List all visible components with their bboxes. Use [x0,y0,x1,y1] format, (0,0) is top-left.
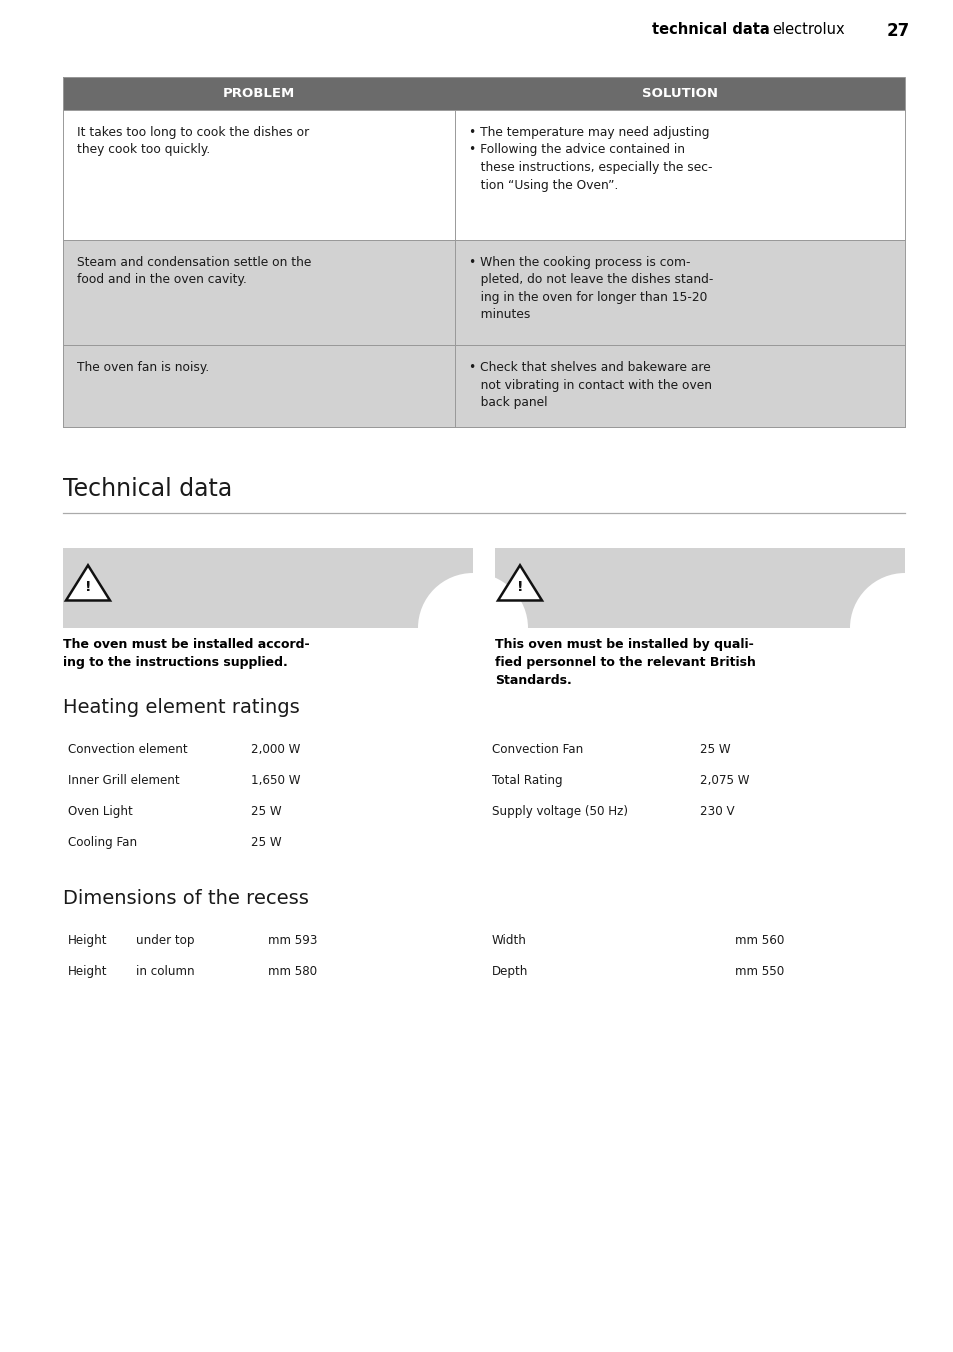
Text: 25 W: 25 W [700,744,730,756]
Text: Total Rating: Total Rating [492,773,562,787]
Bar [63,77,904,427]
Text: mm 560: mm 560 [734,934,783,946]
Text: This oven must be installed by quali-
fied personnel to the relevant British
Sta: This oven must be installed by quali- fi… [495,638,755,687]
Text: Supply voltage (50 Hz): Supply voltage (50 Hz) [492,804,627,818]
Text: electrolux: electrolux [771,22,843,37]
Text: Steam and condensation settle on the
food and in the oven cavity.: Steam and condensation settle on the foo… [77,256,311,287]
Polygon shape [497,565,541,600]
Text: It takes too long to cook the dishes or
they cook too quickly.: It takes too long to cook the dishes or … [77,126,309,157]
Text: Dimensions of the recess: Dimensions of the recess [63,890,309,909]
Text: SOLUTION: SOLUTION [641,87,717,100]
Text: The oven fan is noisy.: The oven fan is noisy. [77,361,209,375]
FancyBboxPatch shape [63,548,473,627]
Text: PROBLEM: PROBLEM [222,87,294,100]
Text: Height: Height [68,965,108,977]
Text: 27: 27 [886,22,909,41]
Text: • The temperature may need adjusting
• Following the advice contained in
   thes: • The temperature may need adjusting • F… [468,126,711,192]
Text: under top: under top [136,934,194,946]
Text: 2,075 W: 2,075 W [700,773,749,787]
Text: 230 V: 230 V [700,804,734,818]
Text: Heating element ratings: Heating element ratings [63,698,299,717]
Text: Convection element: Convection element [68,744,188,756]
Text: Cooling Fan: Cooling Fan [68,836,137,849]
FancyBboxPatch shape [63,110,904,241]
Text: Width: Width [492,934,526,946]
Text: Oven Light: Oven Light [68,804,132,818]
Text: Depth: Depth [492,965,528,977]
Text: Height: Height [68,934,108,946]
Text: in column: in column [136,965,194,977]
Text: 1,650 W: 1,650 W [251,773,300,787]
FancyBboxPatch shape [63,345,904,427]
Text: Inner Grill element: Inner Grill element [68,773,179,787]
Text: • Check that shelves and bakeware are
   not vibrating in contact with the oven
: • Check that shelves and bakeware are no… [468,361,711,410]
FancyBboxPatch shape [495,548,904,627]
Circle shape [849,573,953,683]
Text: !: ! [85,580,91,595]
Text: mm 593: mm 593 [268,934,317,946]
Text: Technical data: Technical data [63,477,232,502]
Text: 25 W: 25 W [251,804,281,818]
Circle shape [417,573,527,683]
Text: Convection Fan: Convection Fan [492,744,582,756]
FancyBboxPatch shape [63,241,904,345]
Polygon shape [66,565,110,600]
FancyBboxPatch shape [63,77,904,110]
Text: mm 580: mm 580 [268,965,316,977]
Text: 2,000 W: 2,000 W [251,744,300,756]
Text: mm 550: mm 550 [734,965,783,977]
Text: • When the cooking process is com-
   pleted, do not leave the dishes stand-
   : • When the cooking process is com- plete… [468,256,712,322]
Text: The oven must be installed accord-
ing to the instructions supplied.: The oven must be installed accord- ing t… [63,638,310,669]
Text: 25 W: 25 W [251,836,281,849]
Text: !: ! [517,580,522,595]
Text: technical data: technical data [651,22,769,37]
